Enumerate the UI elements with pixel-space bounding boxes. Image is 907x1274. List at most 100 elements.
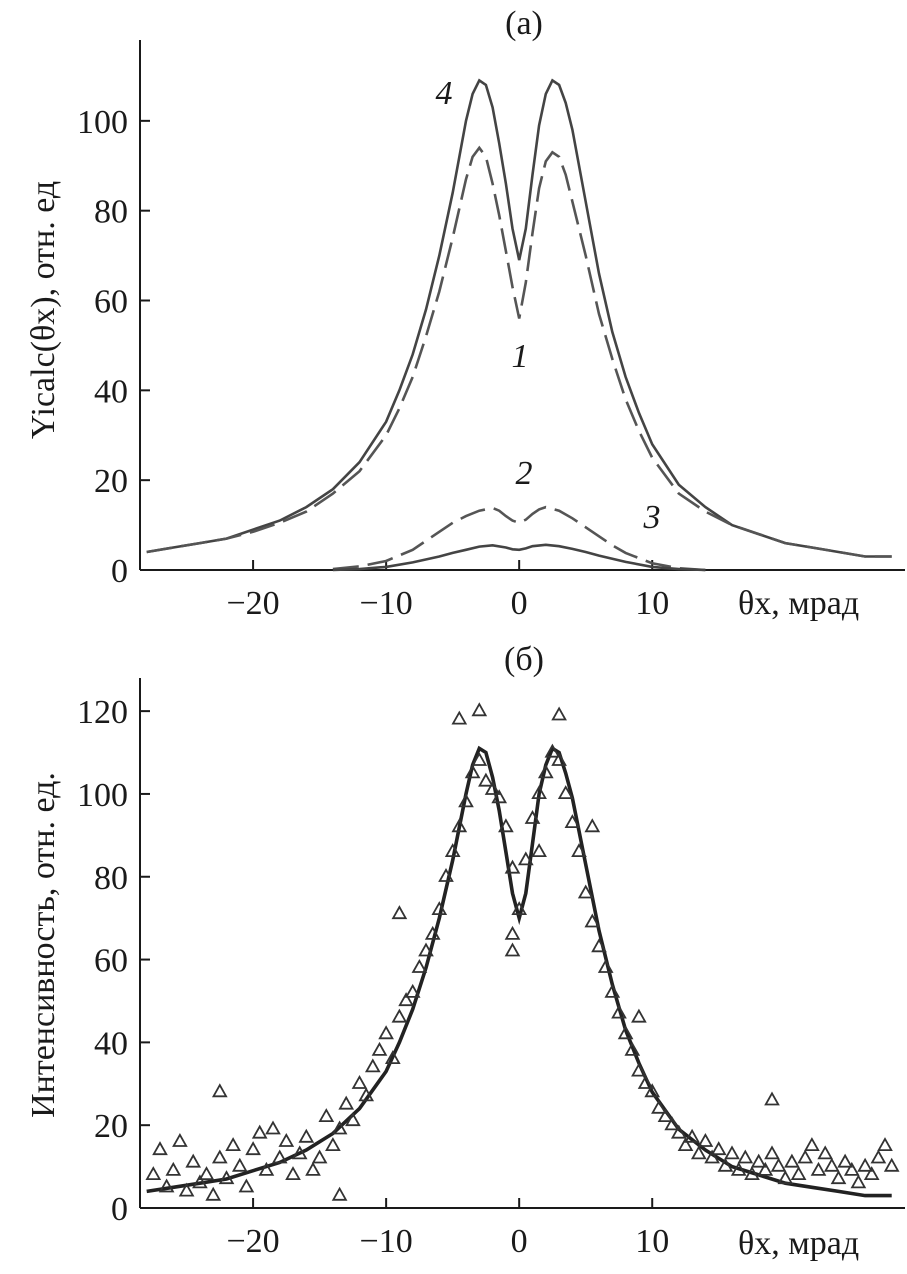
- data-point-triangle: [744, 1166, 760, 1180]
- data-point-triangle: [404, 983, 421, 998]
- data-point-triangle: [631, 1008, 647, 1023]
- data-point-triangle: [784, 1153, 800, 1168]
- panel-a-title: (a): [505, 5, 543, 42]
- data-point-triangle: [810, 1161, 827, 1176]
- data-point-triangle: [531, 843, 547, 857]
- data-point-triangle: [817, 1145, 834, 1160]
- data-point-triangle: [517, 851, 534, 866]
- data-point-triangle: [451, 818, 468, 833]
- data-point-triangle: [717, 1157, 734, 1172]
- y-tick-label: 100: [77, 777, 128, 814]
- data-point-triangle: [471, 702, 488, 717]
- data-point-triangle: [145, 1166, 162, 1180]
- y-tick-label: 80: [94, 860, 128, 897]
- data-point-triangle: [298, 1128, 315, 1143]
- data-point-triangle: [704, 1149, 720, 1164]
- data-point-triangle: [211, 1149, 228, 1164]
- curve-label-3: 3: [643, 499, 661, 536]
- data-point-triangle: [371, 1041, 388, 1056]
- panel-a-y-axis-label: Yicalc(θx), отн. ед: [25, 181, 62, 439]
- data-point-triangle: [285, 1166, 301, 1180]
- data-point-triangle: [564, 814, 581, 828]
- curve-label-4: 4: [436, 75, 453, 112]
- x-tick-label: 0: [511, 585, 528, 622]
- x-tick-label: 10: [635, 1223, 669, 1260]
- x-tick-label: 10: [635, 585, 669, 622]
- data-point-triangle: [338, 1095, 355, 1110]
- y-tick-label: 20: [94, 463, 128, 500]
- data-point-triangle: [584, 913, 601, 928]
- x-tick-label: 0: [511, 1223, 528, 1260]
- data-point-triangle: [411, 958, 428, 973]
- panel-b-title: (б): [504, 641, 544, 678]
- data-point-triangle: [192, 1174, 208, 1189]
- data-point-triangle: [238, 1178, 255, 1193]
- x-tick-label: −10: [360, 585, 413, 622]
- data-point-triangle: [770, 1157, 787, 1172]
- data-point-triangle: [764, 1091, 780, 1106]
- data-point-triangle: [245, 1141, 261, 1156]
- data-point-triangle: [258, 1161, 275, 1176]
- data-point-triangle: [424, 925, 441, 940]
- x-tick-label: −20: [226, 585, 279, 622]
- data-point-triangle: [504, 859, 521, 874]
- data-point-triangle: [504, 925, 521, 940]
- data-point-triangle: [544, 743, 561, 758]
- data-point-triangle: [271, 1149, 288, 1164]
- data-point-triangle: [384, 1050, 401, 1064]
- series-line-curve-3: [332, 543, 706, 572]
- data-point-triangle: [757, 1161, 774, 1176]
- data-point-triangle: [843, 1161, 860, 1176]
- data-point-triangle: [531, 785, 547, 799]
- data-point-triangle: [311, 1149, 328, 1164]
- data-point-triangle: [690, 1145, 707, 1160]
- data-point-triangle: [211, 1083, 228, 1098]
- data-point-triangle: [850, 1174, 867, 1189]
- data-point-triangle: [551, 751, 567, 766]
- panel-b-y-axis-label: Интенсивность, отн. ед.: [25, 772, 62, 1118]
- data-point-triangle: [364, 1058, 381, 1073]
- y-tick-label: 20: [94, 1108, 128, 1145]
- data-point-triangle: [830, 1170, 847, 1185]
- data-point-triangle: [684, 1128, 700, 1143]
- data-point-triangle: [345, 1112, 361, 1127]
- data-point-triangle: [837, 1153, 853, 1168]
- data-point-triangle: [458, 793, 474, 808]
- data-point-triangle: [351, 1074, 368, 1089]
- y-tick-label: 0: [111, 1191, 128, 1228]
- x-tick-label: −10: [360, 1223, 413, 1260]
- y-tick-label: 0: [111, 553, 128, 590]
- data-point-triangle: [637, 1074, 654, 1089]
- data-point-triangle: [398, 992, 414, 1007]
- data-point-triangle: [584, 818, 601, 833]
- data-point-triangle: [797, 1149, 814, 1164]
- data-point-triangle: [431, 901, 448, 915]
- data-point-triangle: [644, 1083, 661, 1098]
- data-point-triangle: [305, 1161, 321, 1176]
- y-tick-label: 80: [94, 194, 128, 231]
- data-point-triangle: [325, 1137, 341, 1151]
- data-point-triangle: [857, 1157, 873, 1172]
- data-point-triangle: [444, 843, 461, 857]
- y-tick-label: 60: [94, 284, 128, 321]
- data-point-triangle: [571, 843, 587, 857]
- data-point-triangle: [750, 1153, 767, 1168]
- series-line-curve-1: [146, 145, 892, 558]
- data-point-triangle: [551, 706, 567, 721]
- data-point-triangle: [205, 1186, 222, 1201]
- data-point-triangle: [883, 1157, 900, 1172]
- data-point-triangle: [651, 1099, 667, 1114]
- data-point-triangle: [823, 1157, 840, 1172]
- data-point-triangle: [557, 785, 574, 799]
- y-tick-label: 40: [94, 373, 128, 410]
- data-point-triangle: [484, 780, 501, 795]
- data-point-triangle: [451, 710, 468, 725]
- data-point-triangle: [524, 809, 541, 824]
- data-point-triangle: [391, 905, 408, 920]
- data-point-triangle: [491, 789, 508, 804]
- data-point-triangle: [724, 1145, 740, 1160]
